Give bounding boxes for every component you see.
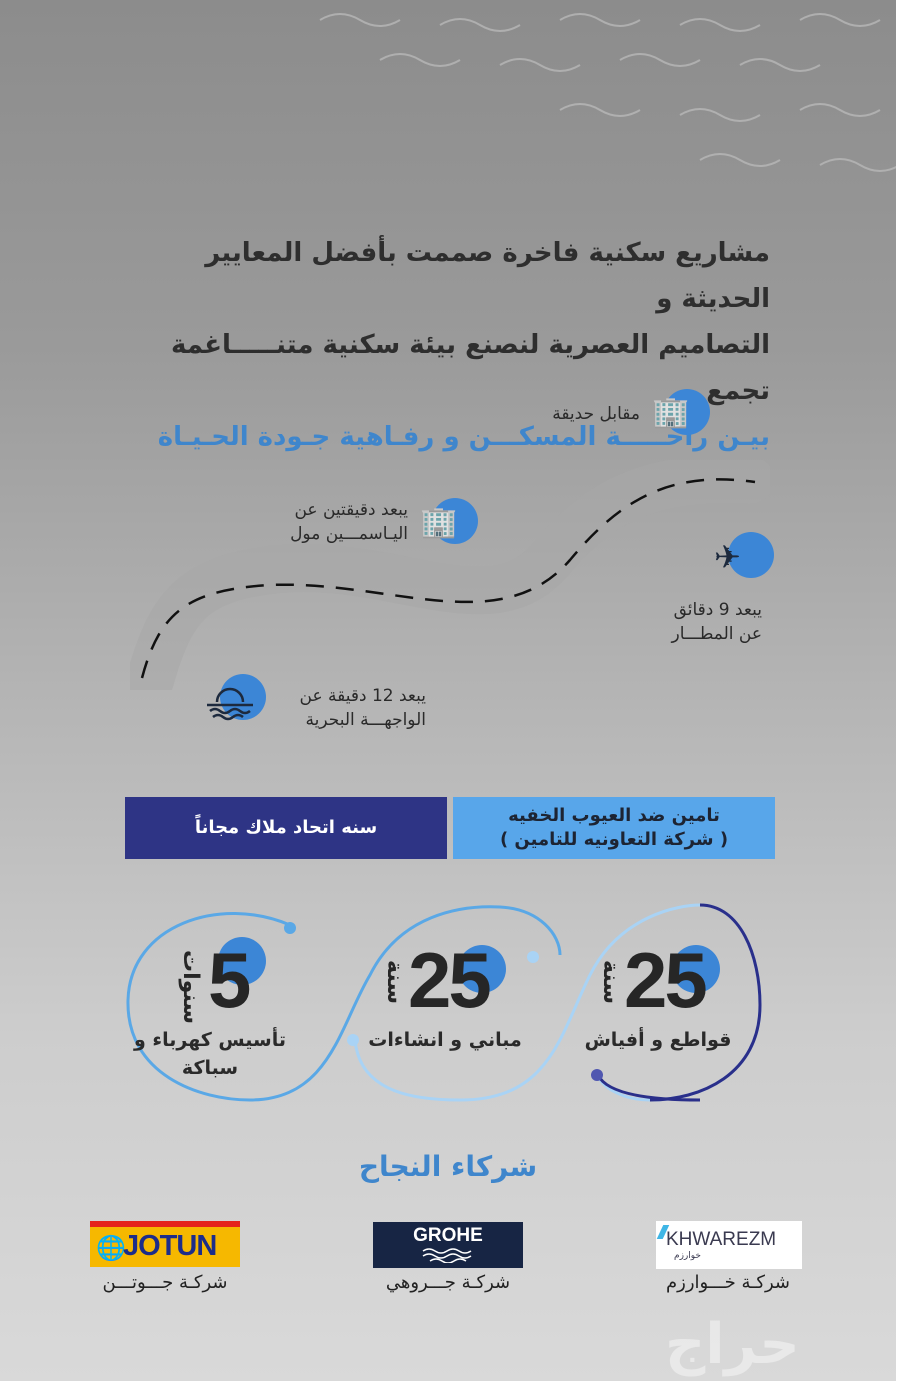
grohe-logo: GROHE xyxy=(373,1222,523,1268)
warranty-number: 5 xyxy=(208,936,251,1024)
warranty-unit: سنوات xyxy=(178,950,203,1025)
headline-line-3: بيـن راحـــــة المسكـــن و رفـاهية جـودة… xyxy=(157,422,770,452)
number-dot xyxy=(672,945,720,993)
insurance-box: تامين ضد العيوب الخفيه ( شركة التعاونيه … xyxy=(453,797,775,859)
jotun-logo: 🌐 JOTUN xyxy=(90,1221,240,1267)
road-illustration xyxy=(130,460,770,690)
partner-name: شركـة جـــوتـــن xyxy=(102,1272,228,1293)
number-dot xyxy=(458,945,506,993)
headline-line-2: التصاميم العصرية لنصنع بيئة سكنية متنـــ… xyxy=(171,330,770,406)
sunset-sea-icon xyxy=(207,687,253,721)
number-dot xyxy=(218,937,266,985)
location-label: مقابل حديقة xyxy=(552,404,640,424)
khwarezm-logo: KHWAREZM خوارزم xyxy=(656,1221,802,1269)
warranty-label: قواطع و أفياش xyxy=(584,1029,732,1051)
warranty-rings xyxy=(126,903,762,1102)
warranty-number: 25 xyxy=(624,936,708,1024)
partners-title: شركاء النجاح xyxy=(358,1150,538,1183)
warranty-unit: سنة xyxy=(382,960,407,1004)
location-dot xyxy=(728,532,774,578)
location-label: يبعد 9 دقائق عن المطـــار xyxy=(671,600,763,644)
partner-name: شركـة جـــروهي xyxy=(385,1272,511,1293)
partner-name: شركـة خـــوارزم xyxy=(665,1272,790,1293)
warranty-number: 25 xyxy=(408,936,492,1024)
watermark-logo: حراج xyxy=(665,1312,800,1377)
water-waves-icon xyxy=(422,1248,472,1264)
airplane-icon: ✈ xyxy=(714,538,741,576)
warranty-label: مباني و انشاءات xyxy=(368,1029,522,1051)
location-label: يبعد 12 دقيقة عن الواجهـــة البحرية xyxy=(299,686,426,730)
wave-pattern-decoration xyxy=(319,13,896,172)
headline-line-1: مشاريع سكنية فاخرة صممت بأفضل المعايير ا… xyxy=(205,238,770,314)
headline: مشاريع سكنية فاخرة صممت بأفضل المعايير ا… xyxy=(110,230,770,460)
warranty-unit: سنة xyxy=(598,960,623,1004)
location-dot xyxy=(432,498,478,544)
building-icon: 🏢 xyxy=(652,395,690,430)
owners-union-box: سنه اتحاد ملاك مجاناً xyxy=(125,797,447,859)
globe-icon: 🌐 xyxy=(96,1234,126,1262)
location-dot xyxy=(664,389,710,435)
building-icon: 🏢 xyxy=(420,505,458,540)
location-label: يبعد دقيقتين عن اليـاسمـــين مول xyxy=(290,500,408,544)
warranty-label: تأسيس كهرباء و سباكة xyxy=(134,1029,286,1079)
